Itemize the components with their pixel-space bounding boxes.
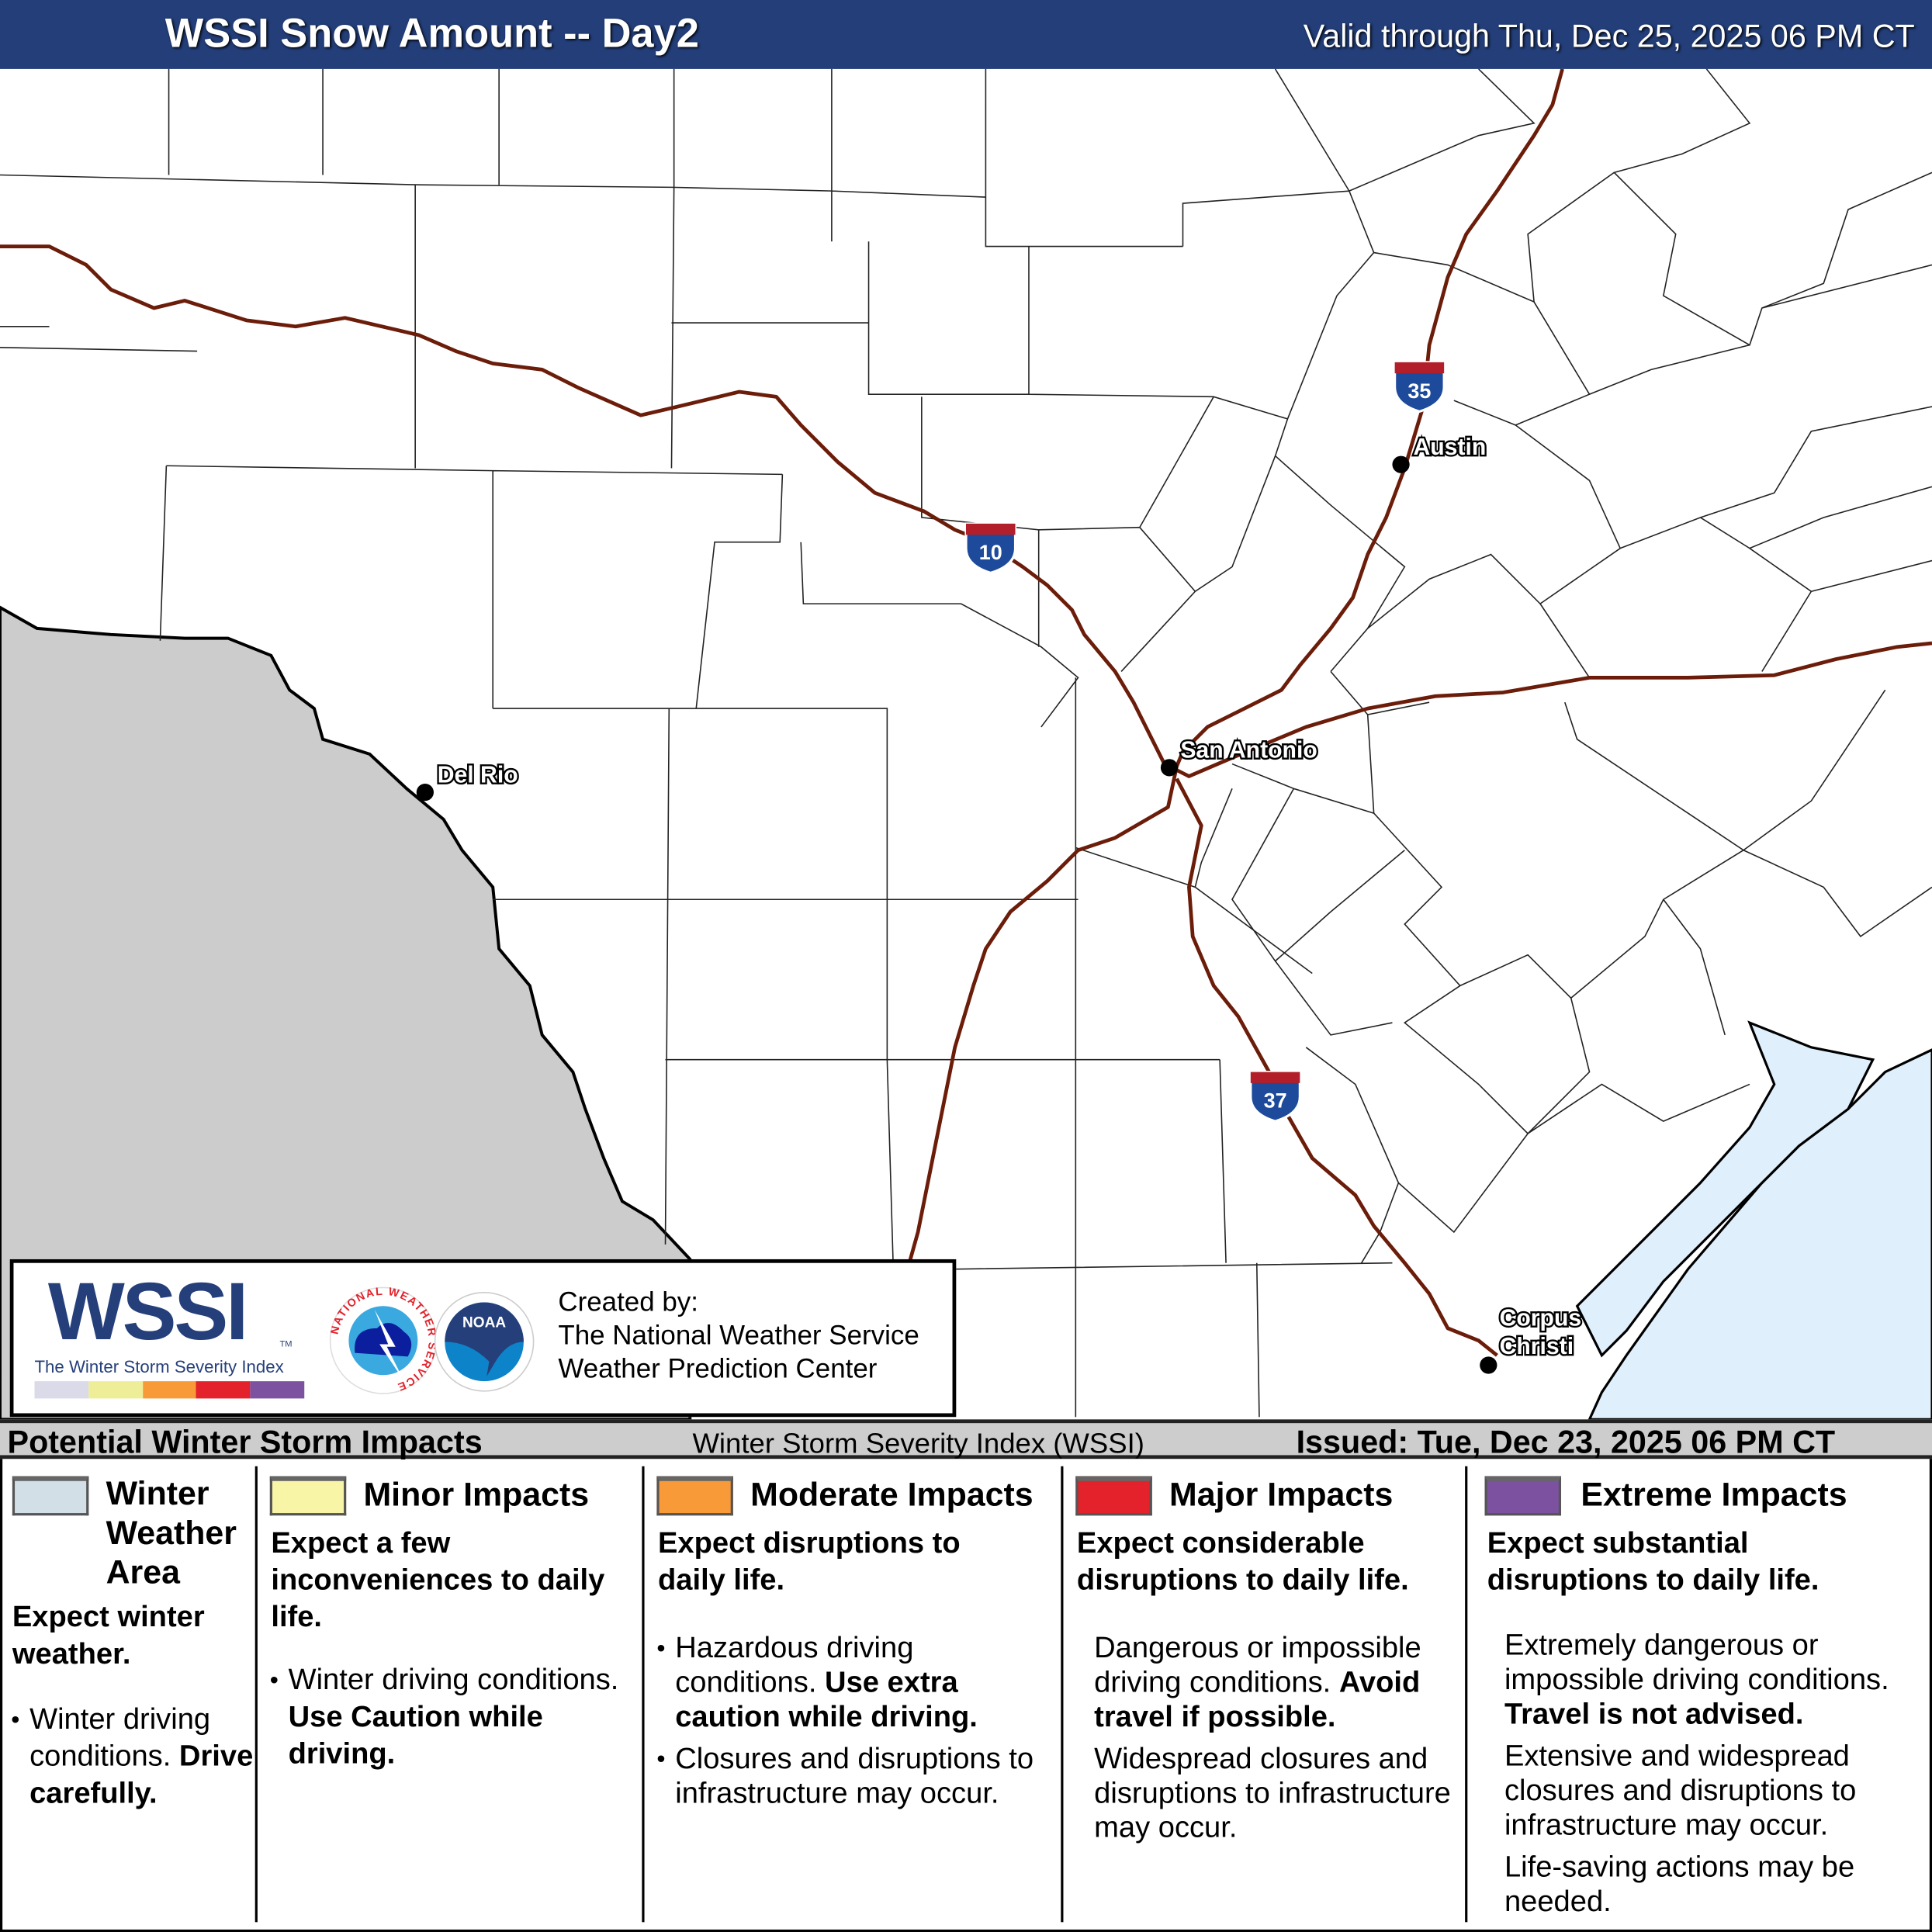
swatch [656,1476,733,1516]
trademark: TM [279,1340,293,1349]
wssi-subtitle: The Winter Storm Severity Index [34,1356,284,1376]
category-detail-2: Extensive and widespread closures and di… [1504,1740,1857,1843]
interstate-shield-icon: 10 [964,522,1017,575]
created-by-label: Created by: [558,1286,698,1317]
category-detail-3: Life-saving actions may be needed. [1504,1851,1855,1919]
swatch [1075,1476,1152,1516]
scale-swatch [196,1381,251,1399]
scale-swatch [142,1381,197,1399]
svg-text:35: 35 [1407,379,1431,403]
category-detail: Dangerous or impossible driving conditio… [1094,1631,1421,1734]
legend-index-name: Winter Storm Severity Index (WSSI) [692,1426,1144,1459]
city-dot [1480,1356,1497,1374]
valid-time: Valid through Thu, Dec 25, 2025 06 PM CT [1303,17,1915,54]
city-label: San Antonio [1180,738,1317,763]
divider [1061,1466,1064,1923]
issued-time: Issued: Tue, Dec 23, 2025 06 PM CT [1296,1423,1836,1460]
bay-water [1575,1020,1875,1358]
map: 35 10 37 Austin San Antonio Del Rio Corpus Chr… [0,68,1932,1420]
interstate-10 [0,244,1932,778]
city-san-antonio: San Antonio [1160,736,1319,777]
wssi-color-scale [34,1381,305,1399]
legend-winter-weather-area: Winter Weather Area Expect winter weather.… [2,1459,255,1927]
city-label: Del Rio [438,762,518,788]
category-details: Hazardous driving conditions. Use extra … [656,1632,1051,1819]
city-dot [1392,455,1410,473]
wssi-logo-box: WSSI TM The Winter Storm Severity Index … [9,1259,957,1418]
svg-text:NOAA: NOAA [462,1314,506,1331]
legend-minor-impacts: Minor Impacts Expect a few inconvenience… [258,1459,642,1927]
divider [254,1466,258,1923]
city-dot [1160,759,1179,777]
interstate-shield-icon: 35 [1394,361,1446,414]
category-title: Extreme Impacts [1581,1476,1847,1514]
city-label: Christi [1500,1334,1574,1359]
svg-text:37: 37 [1264,1089,1287,1113]
legend-moderate-impacts: Moderate Impacts Expect disruptions to d… [645,1459,1061,1927]
city-label: Austin [1413,435,1486,460]
legend-extreme-impacts: Extreme Impacts Expect substantial disru… [1467,1459,1932,1927]
city-corpus-christi: Corpus Christi [1480,1304,1584,1374]
category-summary: Expect a few inconveniences to daily lif… [271,1526,605,1634]
category-title: Minor Impacts [363,1476,590,1514]
swatch [1484,1476,1562,1516]
scale-swatch [34,1381,89,1399]
county-lines [0,68,1932,1418]
swatch [12,1476,89,1516]
city-dot [416,783,434,802]
header-bar: WSSI Snow Amount -- Day2 Valid through T… [0,0,1932,69]
map-title: WSSI Snow Amount -- Day2 [164,9,699,56]
category-summary: Expect substantial disruptions to daily … [1487,1526,1819,1598]
category-summary: Expect winter weather. [12,1600,205,1671]
scale-swatch [250,1381,305,1399]
wssi-logo: WSSI [47,1265,248,1357]
credit-wpc: Weather Prediction Center [558,1352,878,1384]
category-detail-2: Closures and disruptions to infrastructu… [656,1742,1051,1811]
category-detail: Winter driving conditions. Use Caution w… [270,1662,646,1773]
credit-nws: The National Weather Service [558,1319,919,1351]
swatch [269,1476,347,1516]
city-austin: Austin [1392,433,1488,473]
svg-text:10: 10 [979,541,1002,564]
category-details: Dangerous or impossible driving conditio… [1094,1632,1463,1854]
interstate-35 [907,68,1564,1264]
nws-logo-icon: NATIONAL WEATHER SERVICE [329,1286,437,1394]
city-del-rio: Del Rio [416,760,520,802]
legend-major-impacts: Major Impacts Expect considerable disrup… [1063,1459,1465,1927]
legend-title: Potential Winter Storm Impacts [7,1423,483,1460]
legend-header: Potential Winter Storm Impacts Winter St… [0,1419,1932,1460]
category-title: Winter Weather Area [106,1474,237,1591]
city-label: Corpus [1500,1306,1582,1331]
highways [0,68,1932,1357]
category-summary: Expect disruptions to daily life. [657,1526,961,1598]
category-details: Extremely dangerous or impossible drivin… [1504,1629,1930,1927]
mexico-area [0,605,692,1420]
divider [1465,1466,1468,1923]
category-title: Moderate Impacts [750,1476,1034,1514]
category-detail: Winter driving conditions. Drive careful… [11,1702,258,1813]
impact-legend: Winter Weather Area Expect winter weather.… [0,1459,1932,1932]
category-title: Major Impacts [1169,1476,1394,1514]
scale-swatch [88,1381,143,1399]
noaa-logo-icon: NOAA [434,1292,535,1392]
category-detail: Hazardous driving conditions. Use extra … [656,1632,1051,1735]
category-detail-2: Widespread closures and disruptions to i… [1094,1742,1451,1845]
category-detail: Extremely dangerous or impossible drivin… [1504,1629,1889,1732]
credits: Created by: The National Weather Service… [558,1285,919,1385]
category-summary: Expect considerable disruptions to daily… [1076,1526,1409,1598]
interstate-37 [1175,777,1498,1357]
interstate-shield-icon: 37 [1249,1070,1301,1123]
